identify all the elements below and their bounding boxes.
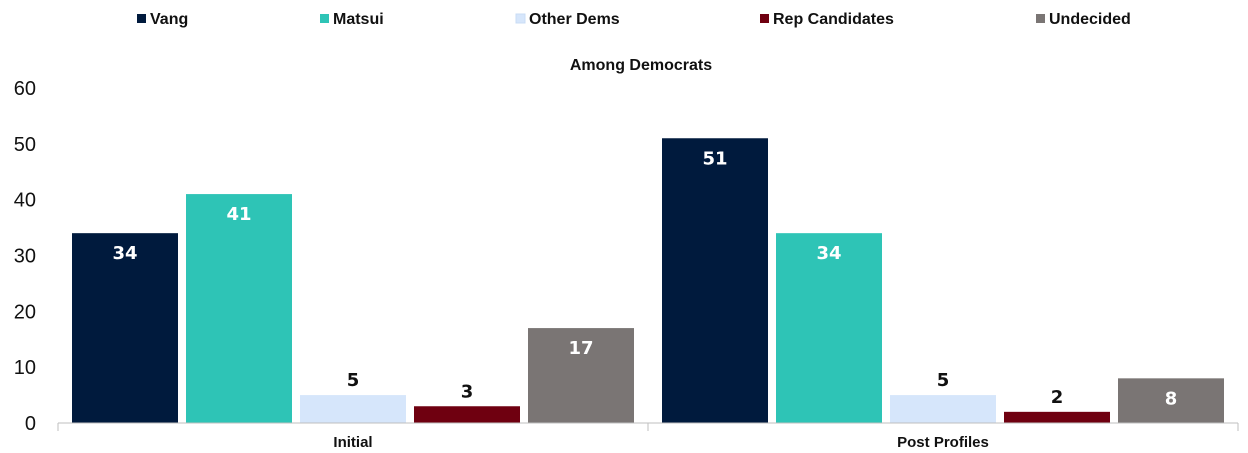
bar-post-profiles-matsui [776, 233, 882, 423]
chart-title: Among Democrats [570, 57, 712, 74]
legend-swatch [320, 14, 329, 23]
bar-initial-rep-candidates [414, 406, 520, 423]
bar-post-profiles-undecided [1118, 378, 1224, 423]
legend-item-rep-candidates: Rep Candidates [760, 11, 894, 28]
data-label-initial-undecided: 17 [568, 338, 593, 359]
legend-label: Rep Candidates [773, 11, 894, 28]
legend-item-other-dems: Other Dems [515, 11, 620, 28]
legend-label: Other Dems [529, 11, 620, 28]
bar-initial-undecided [528, 328, 634, 423]
y-tick-label: 30 [14, 246, 36, 268]
bar-initial-other-dems [300, 395, 406, 423]
bar-post-profiles-rep-candidates [1004, 411, 1110, 423]
legend-swatch [137, 14, 146, 23]
legend-item-matsui: Matsui [320, 11, 384, 28]
legend-item-undecided: Undecided [1036, 11, 1131, 28]
data-label-post-profiles-undecided: 8 [1165, 388, 1178, 409]
y-axis: 0 10 20 30 40 50 60 [14, 78, 36, 435]
y-tick-label: 0 [25, 413, 36, 435]
data-label-post-profiles-matsui: 34 [816, 243, 841, 264]
legend-label: Matsui [333, 11, 384, 28]
data-label-post-profiles-vang: 51 [702, 148, 727, 169]
data-label-initial-vang: 34 [112, 243, 137, 264]
data-label-initial-rep-candidates: 3 [461, 381, 474, 402]
y-tick-label: 10 [14, 357, 36, 379]
y-tick-label: 60 [14, 78, 36, 100]
bar-post-profiles-vang [662, 138, 768, 423]
y-tick-label: 20 [14, 301, 36, 323]
data-label-post-profiles-other-dems: 5 [937, 370, 950, 391]
legend-label: Undecided [1049, 11, 1131, 28]
legend: Vang Matsui Other Dems Rep Candidates Undeci… [137, 11, 1131, 28]
legend-item-vang: Vang [137, 11, 188, 28]
legend-swatch [760, 14, 769, 23]
legend-swatch [1036, 14, 1045, 23]
data-label-initial-other-dems: 5 [347, 370, 360, 391]
bars: 34 41 5 3 17 51 34 5 2 8 [72, 138, 1224, 423]
x-axis: Initial Post Profiles [57, 422, 1239, 451]
x-tick-label-initial: Initial [333, 434, 372, 451]
data-label-initial-matsui: 41 [226, 204, 251, 225]
y-tick-label: 50 [14, 134, 36, 156]
bar-initial-matsui [186, 194, 292, 423]
legend-swatch [515, 13, 526, 24]
data-label-post-profiles-rep-candidates: 2 [1051, 387, 1064, 408]
x-tick-label-post-profiles: Post Profiles [897, 434, 989, 451]
bar-initial-vang [72, 233, 178, 423]
y-tick-label: 40 [14, 190, 36, 212]
legend-label: Vang [150, 11, 188, 28]
bar-post-profiles-other-dems [890, 395, 996, 423]
